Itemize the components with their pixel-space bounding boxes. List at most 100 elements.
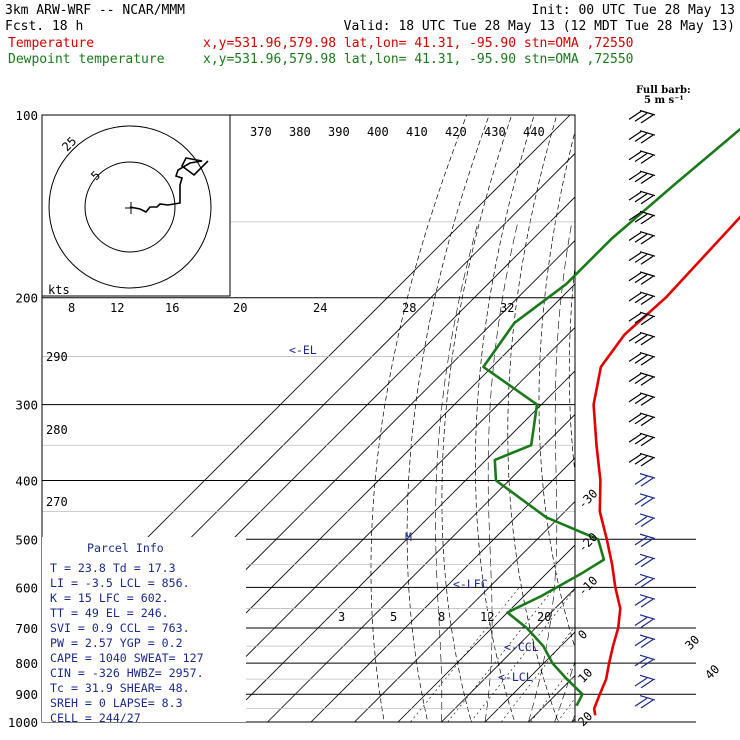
wind-barb-flag	[628, 393, 642, 403]
moist-adiabat-lines	[435, 221, 575, 722]
wind-barb-flag	[634, 455, 648, 465]
wind-barb-flag	[640, 114, 654, 124]
dry-adiabat	[707, 115, 740, 735]
hodograph-ring-label: 24	[313, 301, 327, 315]
isotherm-line	[223, 370, 575, 722]
theta-e-label: 370	[250, 125, 272, 139]
hodograph-unit: kts	[48, 283, 70, 297]
wind-barb-staff	[639, 654, 656, 661]
wind-barb-flag	[628, 110, 642, 120]
parcel-info-title: Parcel Info	[87, 541, 164, 555]
wind-barb-staff	[639, 452, 656, 459]
wind-barb-flag	[640, 195, 654, 205]
mixing-ratio-line	[530, 663, 575, 722]
isotherm-label: -30	[575, 486, 600, 511]
wind-barb-staff	[639, 634, 656, 641]
parcel-info-row: SVI = 0.9 CCL = 763.	[50, 621, 190, 635]
wind-barb-flag	[634, 112, 648, 122]
wind-barb-staff	[639, 251, 656, 257]
wind-barb-flag	[634, 576, 648, 586]
dry-adiabat	[475, 115, 535, 722]
wind-barb-staff	[639, 614, 656, 620]
parcel-info-row: LI = -3.5 LCL = 856.	[50, 576, 190, 590]
mixing-ratio-line	[410, 587, 520, 722]
parcel-info-row: T = 23.8 Td = 17.3	[50, 561, 176, 575]
plot-frame	[41, 114, 576, 723]
dry-adiabat-label: 280	[46, 423, 68, 437]
hodograph-ring-label: 20	[233, 301, 247, 315]
wind-barb-flag	[640, 376, 654, 386]
mixing-ratio-label: 5	[390, 610, 397, 624]
wind-barb-flag	[640, 215, 654, 225]
isotherm-line	[310, 457, 575, 722]
moist-adiabat	[484, 221, 519, 722]
dewpoint-location: x,y=531.96,579.98 lat,lon= 41.31, -95.90…	[203, 52, 633, 67]
wind-barb-flag	[634, 415, 648, 425]
dry-adiabat	[732, 115, 740, 735]
wind-barb-flag	[634, 253, 648, 263]
wind-barb-staff	[639, 432, 656, 439]
wind-barb-staff	[639, 150, 656, 156]
wind-barb-flag	[640, 679, 654, 689]
level-annotation: <-LCL	[498, 670, 533, 684]
wind-barb-staff	[639, 573, 656, 580]
wind-barbs	[628, 109, 656, 709]
hodograph-ring-label: 16	[165, 301, 179, 315]
wind-barb-flag	[634, 495, 648, 505]
wind-barb-staff	[639, 190, 656, 197]
wind-barb-staff	[639, 130, 656, 136]
temperature-location: x,y=531.96,579.98 lat,lon= 41.31, -95.90…	[203, 36, 633, 51]
wind-barb-flag	[634, 395, 648, 405]
isotherm-label: -10	[575, 573, 600, 598]
mixing-ratio-line	[447, 587, 555, 722]
sounding-profiles	[482, 127, 740, 716]
wind-barb-flag	[634, 657, 648, 667]
theta-e-label: 380	[289, 125, 311, 139]
isotherm-line	[180, 326, 575, 722]
wind-barb-staff	[639, 473, 656, 479]
mixing-ratio-line	[470, 588, 575, 722]
wind-barb-flag	[640, 154, 654, 164]
wind-barb-flag	[634, 193, 648, 203]
pressure-label: 700	[15, 621, 38, 636]
theta-e-label: 420	[445, 125, 467, 139]
moist-adiabat	[435, 221, 479, 722]
hodograph-ring-label: 12	[110, 301, 124, 315]
dry-adiabat-lines	[370, 115, 740, 735]
wind-barb-flag	[640, 255, 654, 265]
level-annotation: <-LFC	[453, 577, 488, 591]
barb-note-unit: 5 m s⁻¹	[644, 95, 684, 106]
wind-barb-staff	[639, 694, 656, 701]
mixing-ratio-line	[500, 625, 575, 722]
wind-barb-staff	[639, 392, 656, 398]
wind-barb-flag	[628, 131, 642, 141]
wind-barb-flag	[640, 598, 654, 608]
wind-barb-staff	[639, 594, 656, 600]
wind-barb-staff	[639, 210, 656, 217]
wind-barb-flag	[640, 639, 654, 648]
wind-barb-flag	[634, 213, 648, 223]
wind-barb-flag	[628, 413, 642, 423]
wind-barb-flag	[634, 475, 648, 485]
dry-adiabat	[370, 115, 468, 722]
dry-adiabat	[538, 130, 575, 649]
parcel-info-background	[42, 537, 246, 722]
wind-barb-flag	[628, 292, 642, 302]
dry-adiabat	[406, 115, 490, 722]
theta-e-label: 430	[484, 125, 506, 139]
temperature-profile	[592, 215, 740, 716]
wind-barb-staff	[639, 674, 656, 681]
wind-barb-flag	[640, 477, 654, 487]
wind-barb-flag	[634, 374, 648, 384]
level-annotations: <-EL <-LFC <-CCL <-LCL M	[289, 343, 539, 684]
level-annotation: <-CCL	[504, 640, 539, 654]
wind-barb-staff	[639, 331, 656, 338]
wind-barb-flag	[628, 211, 642, 221]
hodograph-frame	[41, 114, 231, 297]
isotherm-label: 20	[575, 709, 595, 729]
wind-barb-flag	[634, 677, 648, 687]
isotherm-label: 40	[702, 662, 722, 682]
wind-barb-staff	[639, 493, 656, 499]
parcel-info-row: K = 15 LFC = 602.	[50, 591, 169, 605]
